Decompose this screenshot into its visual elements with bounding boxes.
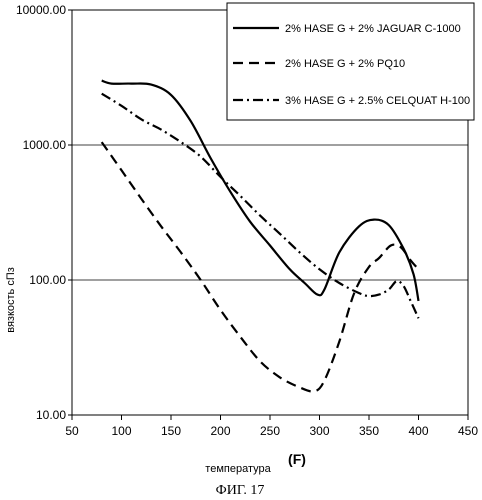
y-axis-ticks: 10.00 100.00 1000.00 10000.00 <box>16 3 72 422</box>
x-tick-label: 250 <box>260 424 280 438</box>
x-tick-label: 50 <box>65 424 79 438</box>
x-tick-label: 100 <box>111 424 131 438</box>
x-tick-label: 200 <box>210 424 230 438</box>
legend-label-celquat: 3% HASE G + 2.5% CELQUAT H-100 <box>285 95 470 107</box>
x-axis-title: температура <box>205 463 271 475</box>
figure-caption: ФИГ. 17 <box>216 483 265 498</box>
legend-label-jaguar: 2% HASE G + 2% JAGUAR C-1000 <box>285 23 461 35</box>
x-axis-unit: (F) <box>288 451 306 467</box>
x-axis-ticks: 50 100 150 200 250 300 350 400 450 <box>65 415 478 438</box>
x-tick-label: 450 <box>458 424 478 438</box>
x-tick-label: 300 <box>309 424 329 438</box>
y-tick-label: 100.00 <box>29 273 66 287</box>
gridlines <box>72 144 468 281</box>
y-tick-label: 10.00 <box>36 408 66 422</box>
series-line-celquat <box>101 92 420 319</box>
series-line-jaguar <box>101 79 420 302</box>
y-tick-label: 1000.00 <box>23 138 67 152</box>
legend-label-pq10: 2% HASE G + 2% PQ10 <box>285 58 405 70</box>
x-tick-label: 350 <box>359 424 379 438</box>
legend: 2% HASE G + 2% JAGUAR C-1000 2% HASE G +… <box>226 2 475 121</box>
series-lines <box>100 79 420 393</box>
y-axis-title: вязкость сПз <box>5 267 17 333</box>
x-tick-label: 400 <box>408 424 428 438</box>
series-line-pq10 <box>100 141 420 393</box>
x-tick-label: 150 <box>161 424 181 438</box>
y-tick-label: 10000.00 <box>16 3 66 17</box>
